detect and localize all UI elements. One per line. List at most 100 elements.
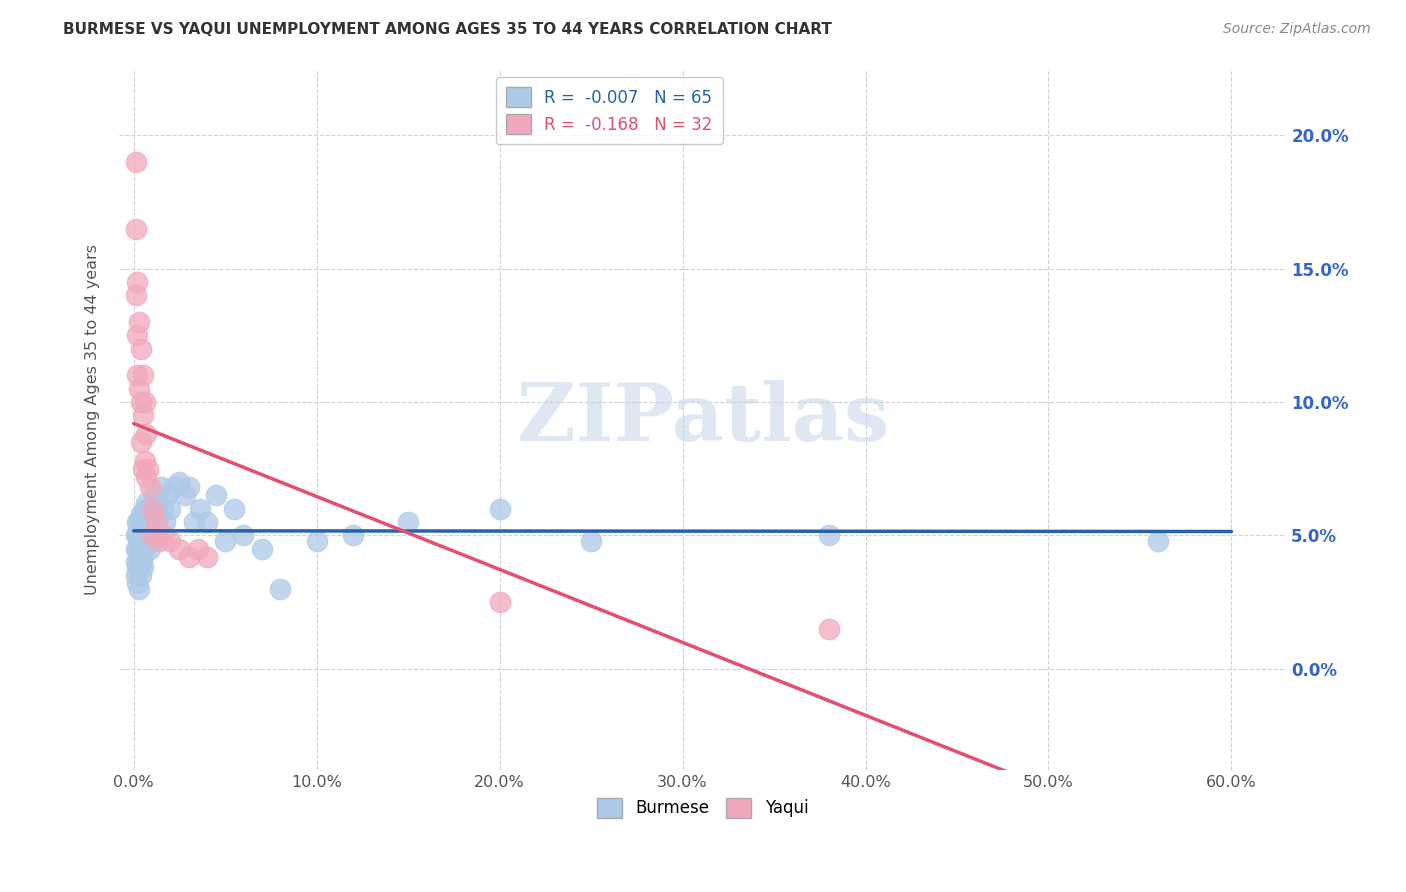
- Point: [132, 368, 155, 383]
- Point: [139, 480, 162, 494]
- Point: [188, 501, 211, 516]
- Point: [129, 507, 152, 521]
- Legend: Burmese, Yaqui: Burmese, Yaqui: [591, 791, 815, 825]
- Point: [124, 568, 146, 582]
- Point: [129, 342, 152, 356]
- Point: [488, 501, 510, 516]
- Point: [148, 496, 170, 510]
- Point: [174, 488, 197, 502]
- Point: [127, 528, 149, 542]
- Point: [129, 395, 152, 409]
- Point: [195, 515, 218, 529]
- Point: [139, 541, 162, 556]
- Point: [141, 533, 163, 548]
- Point: [396, 515, 419, 529]
- Point: [156, 488, 179, 502]
- Point: [127, 275, 149, 289]
- Point: [132, 549, 155, 564]
- Point: [224, 501, 246, 516]
- Point: [124, 555, 146, 569]
- Point: [250, 541, 273, 556]
- Point: [135, 496, 157, 510]
- Point: [1147, 533, 1170, 548]
- Point: [128, 382, 150, 396]
- Point: [342, 528, 364, 542]
- Point: [129, 434, 152, 449]
- Point: [148, 533, 170, 548]
- Point: [141, 528, 163, 542]
- Point: [124, 288, 146, 302]
- Point: [135, 515, 157, 529]
- Point: [159, 501, 181, 516]
- Point: [214, 533, 236, 548]
- Point: [132, 515, 155, 529]
- Point: [142, 488, 165, 502]
- Point: [818, 622, 841, 636]
- Point: [183, 515, 205, 529]
- Point: [152, 528, 174, 542]
- Point: [488, 595, 510, 609]
- Point: [134, 453, 156, 467]
- Point: [145, 507, 167, 521]
- Point: [205, 488, 228, 502]
- Point: [135, 426, 157, 441]
- Point: [136, 533, 159, 548]
- Y-axis label: Unemployment Among Ages 35 to 44 years: Unemployment Among Ages 35 to 44 years: [86, 244, 100, 595]
- Point: [139, 507, 162, 521]
- Text: ZIPatlas: ZIPatlas: [516, 380, 889, 458]
- Point: [136, 461, 159, 475]
- Point: [163, 480, 186, 494]
- Point: [128, 549, 150, 564]
- Point: [127, 560, 149, 574]
- Point: [134, 395, 156, 409]
- Point: [150, 480, 173, 494]
- Point: [127, 576, 149, 591]
- Point: [132, 461, 155, 475]
- Point: [145, 515, 167, 529]
- Point: [128, 582, 150, 596]
- Point: [141, 501, 163, 516]
- Point: [134, 541, 156, 556]
- Point: [132, 409, 155, 423]
- Point: [132, 560, 155, 574]
- Point: [134, 501, 156, 516]
- Text: Source: ZipAtlas.com: Source: ZipAtlas.com: [1223, 22, 1371, 37]
- Point: [136, 501, 159, 516]
- Point: [269, 582, 291, 596]
- Point: [127, 328, 149, 343]
- Point: [818, 528, 841, 542]
- Point: [135, 533, 157, 548]
- Point: [129, 555, 152, 569]
- Point: [127, 541, 149, 556]
- Point: [134, 523, 156, 537]
- Point: [136, 515, 159, 529]
- Point: [129, 568, 152, 582]
- Point: [146, 515, 169, 529]
- Point: [132, 528, 155, 542]
- Point: [127, 515, 149, 529]
- Point: [152, 501, 174, 516]
- Point: [124, 154, 146, 169]
- Point: [128, 560, 150, 574]
- Point: [141, 501, 163, 516]
- Point: [124, 221, 146, 235]
- Point: [127, 368, 149, 383]
- Point: [129, 541, 152, 556]
- Point: [169, 475, 191, 489]
- Point: [128, 533, 150, 548]
- Point: [128, 515, 150, 529]
- Point: [187, 541, 209, 556]
- Point: [129, 528, 152, 542]
- Point: [169, 541, 191, 556]
- Point: [159, 533, 181, 548]
- Point: [177, 549, 200, 564]
- Point: [153, 515, 176, 529]
- Point: [135, 469, 157, 483]
- Point: [177, 480, 200, 494]
- Point: [232, 528, 254, 542]
- Point: [579, 533, 602, 548]
- Point: [124, 541, 146, 556]
- Point: [124, 528, 146, 542]
- Point: [305, 533, 328, 548]
- Text: BURMESE VS YAQUI UNEMPLOYMENT AMONG AGES 35 TO 44 YEARS CORRELATION CHART: BURMESE VS YAQUI UNEMPLOYMENT AMONG AGES…: [63, 22, 832, 37]
